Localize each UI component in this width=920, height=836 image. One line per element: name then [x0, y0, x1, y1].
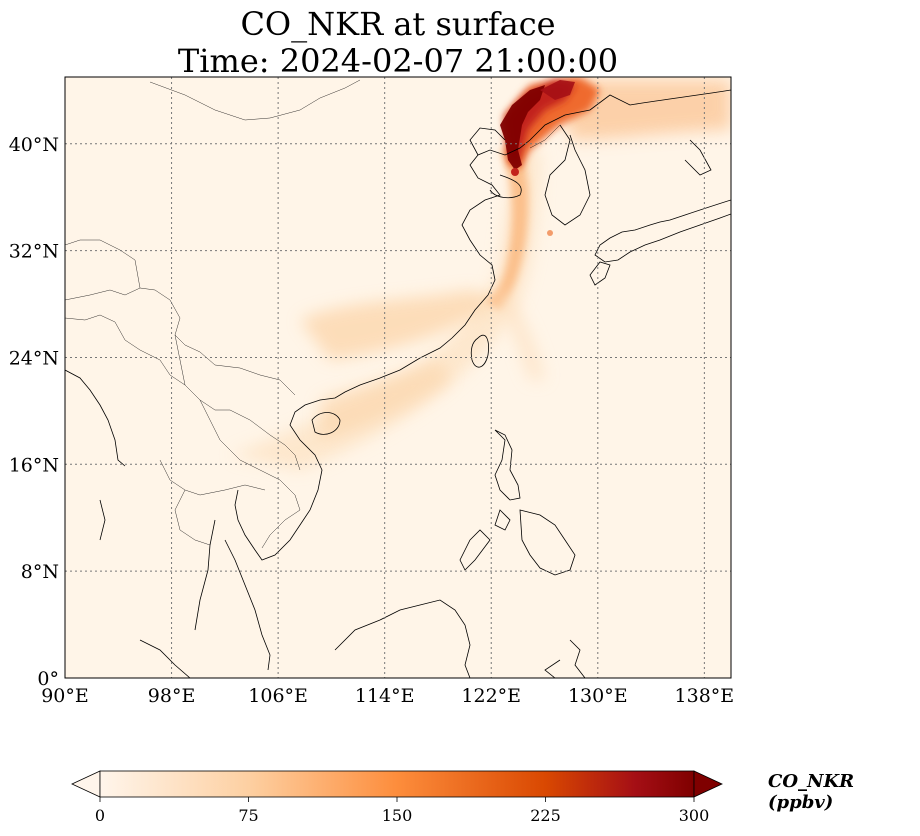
map-title: CO_NKR at surface	[240, 5, 556, 43]
lon-tick-label: 98°E	[148, 685, 196, 707]
country-borders	[65, 79, 561, 549]
colorbar-extend-min	[71, 770, 101, 798]
colorbar-extend-max	[693, 770, 723, 798]
lat-tick-label: 40°N	[9, 134, 59, 156]
lat-tick-label: 0°	[37, 668, 59, 690]
lon-tick-label: 90°E	[41, 685, 89, 707]
map-subtitle: Time: 2024-02-07 21:00:00	[177, 42, 619, 80]
colorbar-tick-label: 75	[238, 806, 258, 825]
lat-tick-label: 32°N	[9, 241, 59, 263]
lat-tick-label: 16°N	[9, 454, 59, 476]
colorbar-label: CO_NKR (ppbv)	[768, 771, 855, 813]
colorbar-tick-label: 300	[679, 806, 710, 825]
lon-tick-label: 106°E	[248, 685, 308, 707]
lat-tick-label: 8°N	[21, 561, 59, 583]
lon-tick-labels: 90°E 98°E 106°E 114°E 122°E 130°E 138°E	[41, 685, 734, 707]
colorbar-ticks: 0 75 150 225 300	[95, 797, 709, 825]
colorbar-gradient	[99, 770, 695, 798]
lon-tick-label: 122°E	[461, 685, 521, 707]
coastlines	[65, 89, 731, 678]
lat-tick-labels: 0° 8°N 16°N 24°N 32°N 40°N	[9, 134, 59, 690]
colorbar-tick-label: 225	[530, 806, 561, 825]
lon-tick-label: 114°E	[355, 685, 415, 707]
lon-tick-label: 138°E	[675, 685, 735, 707]
concentration-field	[230, 77, 731, 470]
colorbar: 0 75 150 225 300	[71, 770, 723, 825]
map-frame	[64, 76, 732, 679]
lat-tick-label: 24°N	[9, 347, 59, 369]
colorbar-tick-label: 0	[95, 806, 105, 825]
lon-tick-label: 130°E	[568, 685, 628, 707]
gridlines	[65, 77, 731, 678]
colorbar-tick-label: 150	[382, 806, 413, 825]
